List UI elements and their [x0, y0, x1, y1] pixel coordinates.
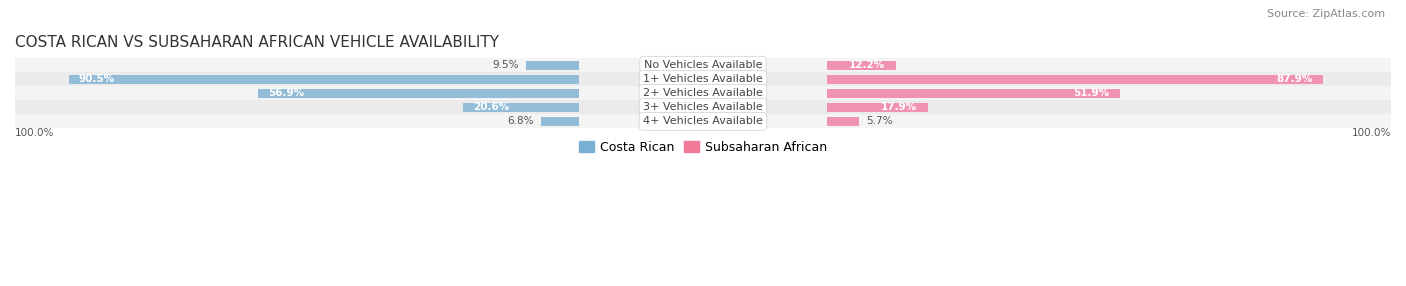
Text: 87.9%: 87.9% — [1277, 74, 1312, 84]
Bar — [15, 100, 1391, 114]
Text: 3+ Vehicles Available: 3+ Vehicles Available — [643, 102, 763, 112]
Text: 5.7%: 5.7% — [866, 116, 893, 126]
Text: No Vehicles Available: No Vehicles Available — [644, 60, 762, 70]
Text: 4+ Vehicles Available: 4+ Vehicles Available — [643, 116, 763, 126]
Bar — [526, 61, 579, 69]
Bar — [463, 103, 579, 112]
Text: 56.9%: 56.9% — [269, 88, 305, 98]
Bar — [827, 75, 1323, 84]
Text: 100.0%: 100.0% — [1351, 128, 1391, 138]
Legend: Costa Rican, Subsaharan African: Costa Rican, Subsaharan African — [574, 136, 832, 159]
Bar — [69, 75, 579, 84]
Bar — [259, 89, 579, 98]
Text: 2+ Vehicles Available: 2+ Vehicles Available — [643, 88, 763, 98]
Bar — [15, 72, 1391, 86]
Text: Source: ZipAtlas.com: Source: ZipAtlas.com — [1267, 9, 1385, 19]
Bar — [827, 103, 928, 112]
Text: 1+ Vehicles Available: 1+ Vehicles Available — [643, 74, 763, 84]
Text: 51.9%: 51.9% — [1073, 88, 1109, 98]
Bar — [15, 86, 1391, 100]
Text: 20.6%: 20.6% — [474, 102, 509, 112]
Text: 9.5%: 9.5% — [492, 60, 519, 70]
Bar — [541, 117, 579, 126]
Text: 17.9%: 17.9% — [882, 102, 918, 112]
Bar — [15, 114, 1391, 128]
Text: COSTA RICAN VS SUBSAHARAN AFRICAN VEHICLE AVAILABILITY: COSTA RICAN VS SUBSAHARAN AFRICAN VEHICL… — [15, 35, 499, 50]
Text: 6.8%: 6.8% — [508, 116, 534, 126]
Text: 90.5%: 90.5% — [79, 74, 115, 84]
Bar — [15, 58, 1391, 72]
Bar — [827, 117, 859, 126]
Bar — [827, 61, 896, 69]
Text: 12.2%: 12.2% — [849, 60, 886, 70]
Text: 100.0%: 100.0% — [15, 128, 55, 138]
Bar — [827, 89, 1119, 98]
